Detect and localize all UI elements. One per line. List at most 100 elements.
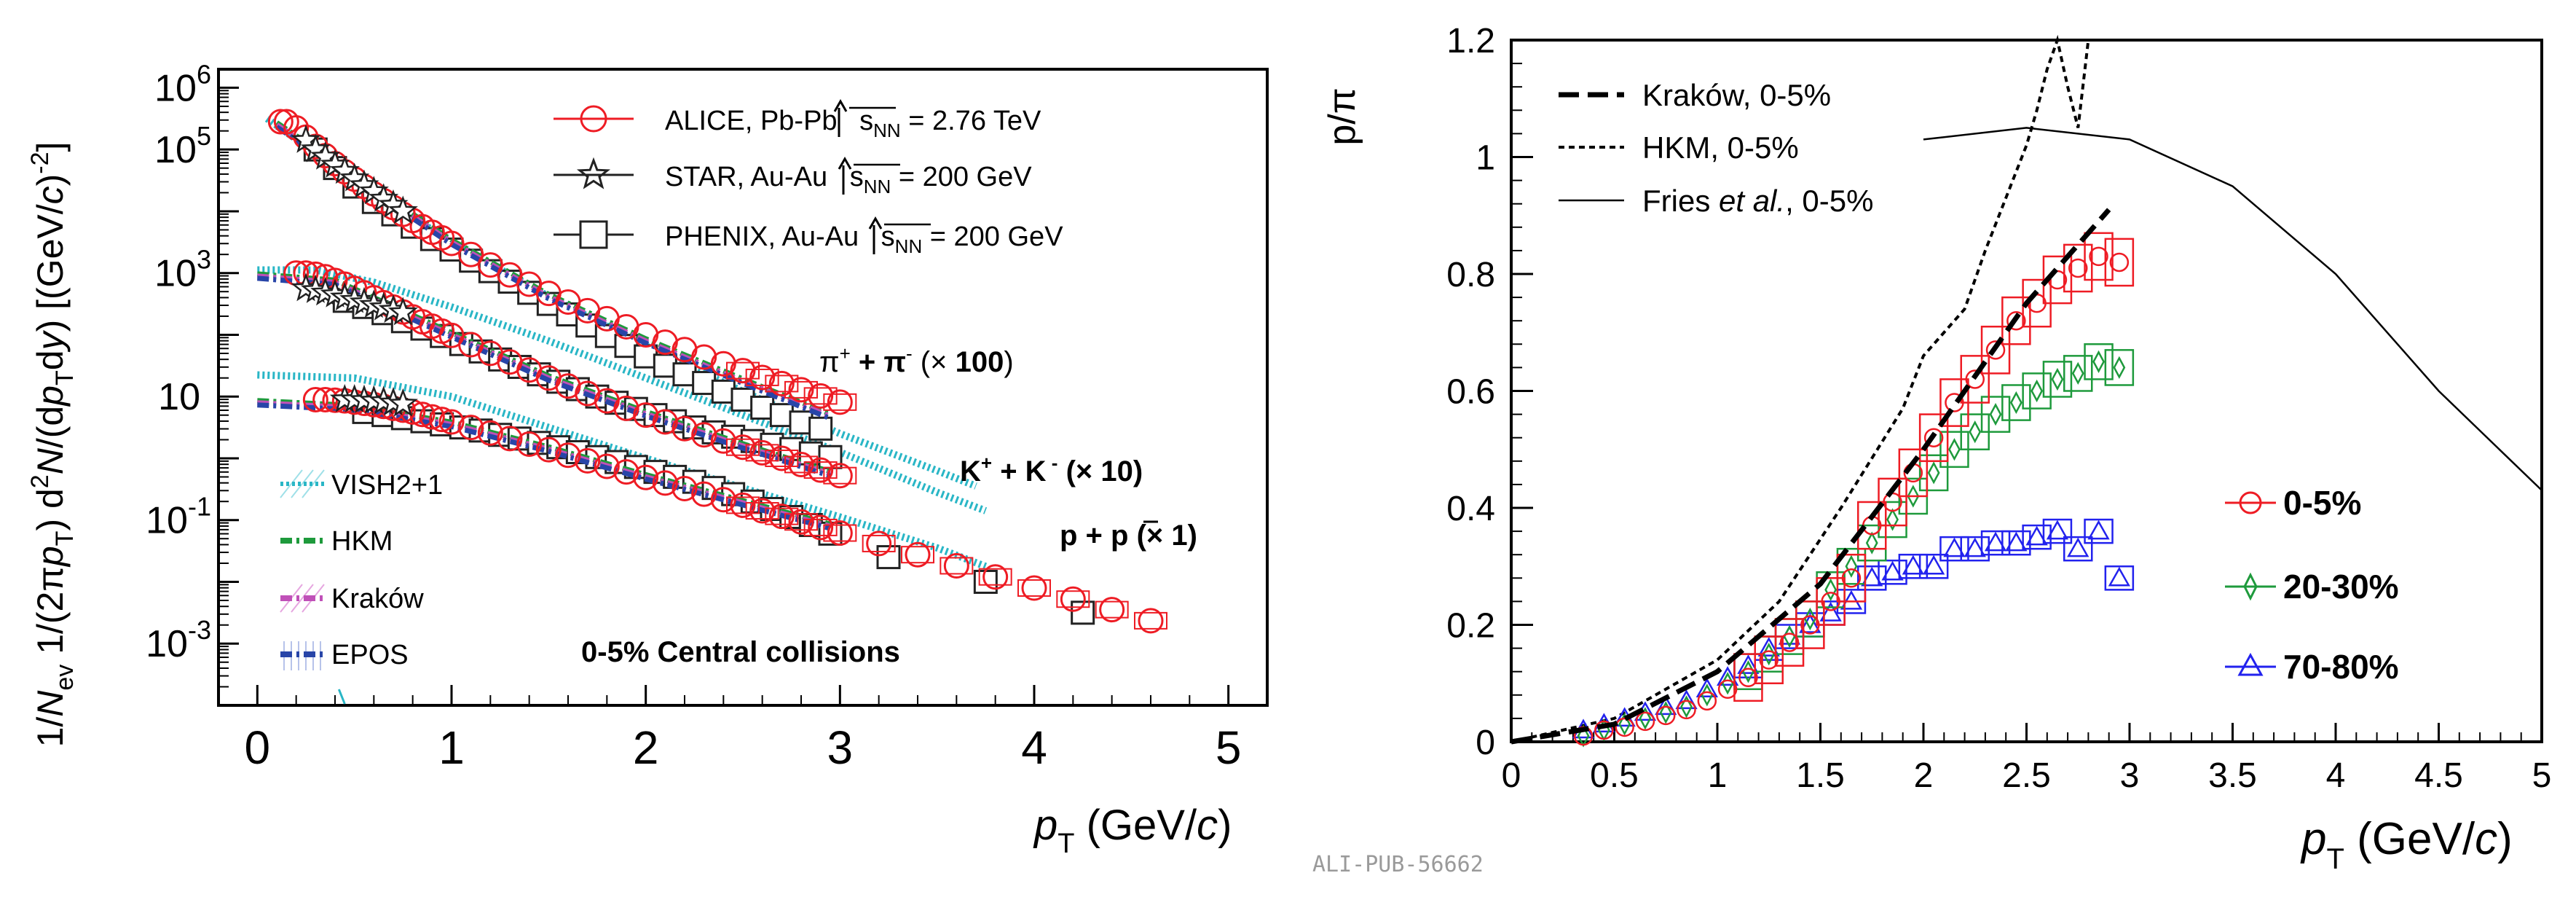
alice-marker xyxy=(477,420,503,446)
syst-box xyxy=(2063,243,2093,293)
left-x-tick-label: 0 xyxy=(245,721,271,774)
ratio-marker-0-5 xyxy=(1965,369,1985,389)
legend-alice-marker xyxy=(580,105,607,133)
ratio-marker-0-5 xyxy=(1656,705,1676,726)
annotation-pion: π+ + π- (× 100) xyxy=(819,342,1014,378)
ratio-marker-20-30 xyxy=(2071,361,2084,385)
alice-syst-box xyxy=(765,449,799,467)
alice-marker xyxy=(730,358,756,384)
alice-marker xyxy=(827,520,853,547)
ratio-marker-70-80 xyxy=(1923,555,1945,575)
left-y-tick-label: 103 xyxy=(154,245,211,295)
alice-marker xyxy=(768,445,795,471)
right-axis-ticks: 0 0.5 1 1.5 2 2.5 3 3.5 4 4.5 5 0 0.2 0.4 0.6 0.8 1 1.2 xyxy=(1446,22,2551,795)
syst-box xyxy=(2042,361,2073,398)
legend-star-marker xyxy=(576,157,611,189)
ratio-marker-20-30 xyxy=(2113,356,2126,380)
syst-box xyxy=(1878,501,1907,538)
left-chart-marks xyxy=(257,109,1167,705)
alice-marker xyxy=(710,487,736,513)
alice-marker xyxy=(691,344,717,370)
syst-box xyxy=(1918,553,1949,579)
alice-marker xyxy=(749,364,776,391)
syst-box xyxy=(2104,349,2135,386)
alice-marker xyxy=(905,541,931,568)
right-legend-centrality: 0-5% 20-30% 70-80% xyxy=(2225,484,2399,686)
alice-syst-box xyxy=(803,387,838,405)
right-x-tick-label: 3 xyxy=(2120,756,2140,795)
alice-marker xyxy=(788,377,814,403)
syst-box xyxy=(2001,384,2031,421)
right-panel-ratio: 0 0.5 1 1.5 2 2.5 3 3.5 4 4.5 5 0 0.2 0.4 0.6 0.8 1 1.2 p… xyxy=(1321,22,2551,875)
alice-marker xyxy=(1138,608,1164,634)
alice-marker xyxy=(730,492,756,518)
ratio-marker-20-30 xyxy=(1659,701,1672,724)
syst-box xyxy=(1857,565,1887,591)
syst-box xyxy=(1980,530,2011,556)
ratio-marker-20-30 xyxy=(1989,402,2002,426)
alice-syst-box xyxy=(803,518,838,536)
annotation-kaon: K+ + K - (× 10) xyxy=(960,452,1143,487)
ratio-marker-70-80 xyxy=(1840,589,1863,610)
alice-marker xyxy=(749,498,776,524)
right-y-tick-label: 0.6 xyxy=(1446,373,1495,412)
alice-marker xyxy=(575,447,601,474)
ratio-marker-0-5 xyxy=(1738,667,1758,687)
ratio-marker-0-5 xyxy=(1841,568,1862,588)
ratio-marker-0-5 xyxy=(1779,632,1800,652)
syst-box xyxy=(1878,559,1907,585)
alice-syst-box xyxy=(1017,579,1051,597)
ratio-marker-20-30 xyxy=(1865,531,1878,555)
ratio-marker-20-30 xyxy=(1948,438,1961,461)
ratio-marker-70-80 xyxy=(1881,560,1904,581)
phenix-marker xyxy=(1071,600,1095,625)
ratio-marker-70-80 xyxy=(2046,520,2069,540)
publication-id: ALI-PUB-56662 xyxy=(1312,852,1484,877)
ratio-marker-70-80 xyxy=(2108,566,2130,587)
ratio-marker-20-30 xyxy=(1927,461,1940,485)
syst-box xyxy=(2042,255,2073,305)
legend-fries-label: Fries et al., 0-5% xyxy=(1642,184,1873,218)
syst-box xyxy=(1878,477,1907,527)
alice-syst-box xyxy=(1134,611,1167,630)
syst-box xyxy=(1898,448,1929,498)
ratio-marker-20-30 xyxy=(1639,707,1652,730)
ratio-marker-20-30 xyxy=(1721,672,1734,695)
alice-marker xyxy=(613,395,639,421)
syst-box xyxy=(1980,325,2011,375)
syst-box xyxy=(1960,355,1990,404)
alice-marker xyxy=(516,431,543,457)
ratio-marker-20-30 xyxy=(1907,485,1920,508)
syst-box xyxy=(2001,296,2031,345)
alice-marker xyxy=(808,457,834,483)
ratio-marker-0-5 xyxy=(1615,717,1634,737)
legend-70-80-marker xyxy=(2237,652,2264,676)
hkm-ratio-curve xyxy=(1510,34,2109,743)
left-x-tick-label: 1 xyxy=(438,721,465,774)
ratio-marker-20-30 xyxy=(1618,713,1631,736)
alice-marker xyxy=(671,476,698,502)
alice-marker xyxy=(730,434,756,461)
ratio-marker-20-30 xyxy=(2092,350,2105,374)
syst-box xyxy=(1939,536,1969,562)
right-y-axis-label: p/π xyxy=(1321,87,1363,145)
syst-box xyxy=(2001,530,2031,556)
left-y-tick-label: 10-3 xyxy=(146,615,211,665)
alice-syst-box xyxy=(726,496,760,514)
syst-box xyxy=(1774,618,1805,667)
syst-box xyxy=(1960,536,1990,562)
right-x-tick-label: 1.5 xyxy=(1796,756,1845,795)
left-x-tick-label: 5 xyxy=(1216,721,1242,774)
ratio-marker-0-5 xyxy=(1594,720,1614,740)
alice-marker xyxy=(1021,575,1047,601)
ratio-marker-20-30 xyxy=(1845,555,1858,578)
alice-syst-box xyxy=(823,466,857,485)
ratio-marker-20-30 xyxy=(2031,379,2044,403)
left-axis-ticks: 0 1 2 3 4 5 106 105 103 10 10-1 10-3 xyxy=(146,59,1241,774)
alice-syst-box xyxy=(765,375,799,393)
ratio-marker-0-5 xyxy=(1985,340,2006,360)
syst-box xyxy=(2084,232,2114,281)
alice-marker xyxy=(633,402,659,428)
ratio-marker-70-80 xyxy=(1695,678,1718,698)
alice-marker xyxy=(267,109,294,135)
